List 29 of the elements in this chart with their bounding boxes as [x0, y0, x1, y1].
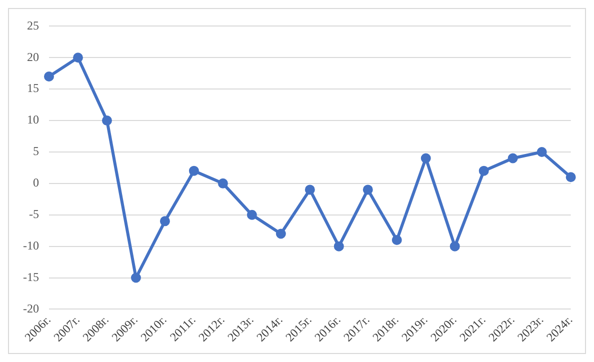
point	[102, 116, 112, 126]
point	[218, 178, 228, 188]
point	[188, 166, 199, 176]
y-tick-label: -15	[22, 270, 39, 284]
y-tick-label: -10	[22, 238, 39, 252]
point	[420, 153, 431, 164]
y-tick-label: 0	[32, 176, 39, 190]
point	[508, 153, 518, 164]
point	[566, 172, 576, 182]
point	[362, 184, 373, 195]
point	[478, 166, 489, 176]
point	[276, 228, 286, 239]
point	[450, 241, 460, 252]
point	[536, 146, 547, 157]
point	[44, 72, 54, 82]
y-tick-label: 20	[26, 50, 39, 64]
y-tick-label: 5	[32, 144, 39, 158]
point	[304, 184, 315, 195]
point	[246, 210, 257, 220]
point	[392, 235, 402, 246]
y-tick-label: 10	[26, 112, 39, 127]
point	[334, 241, 344, 252]
y-tick-label: 15	[26, 81, 39, 96]
point	[130, 272, 141, 283]
point	[72, 52, 83, 63]
y-tick-label: 25	[26, 18, 39, 32]
point	[160, 216, 170, 226]
y-tick-label: -5	[28, 207, 39, 222]
y-tick-label: -20	[22, 301, 39, 316]
